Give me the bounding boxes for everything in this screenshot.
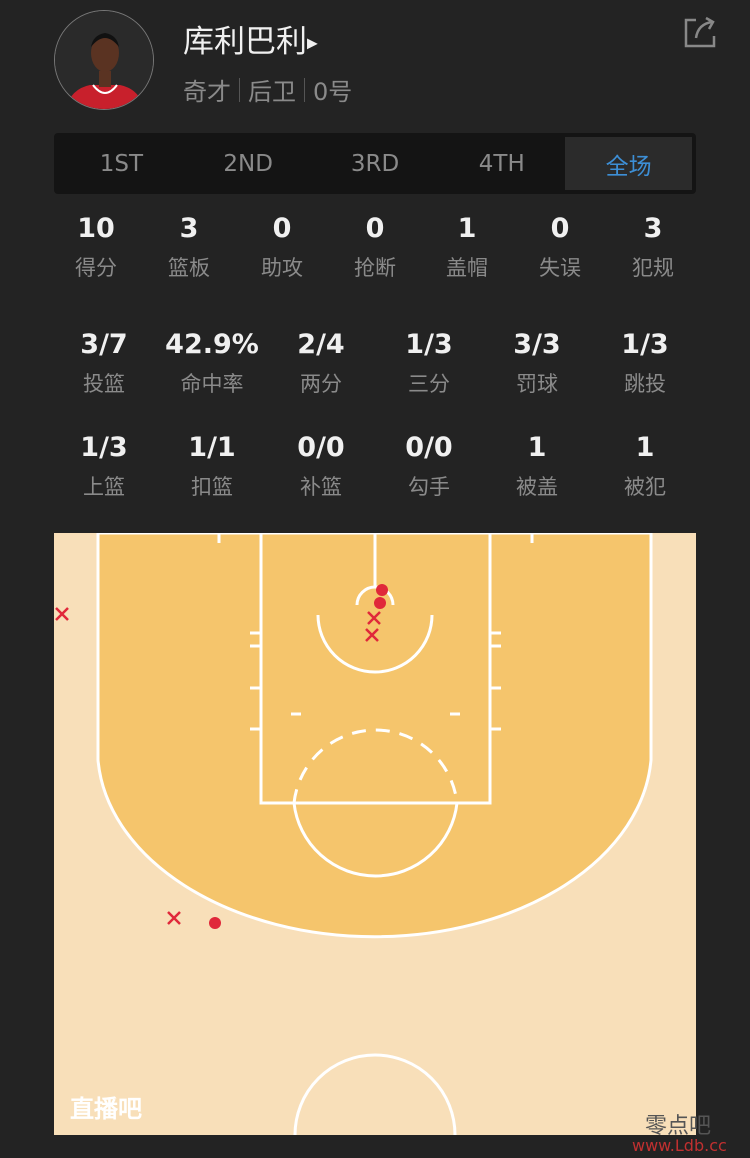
missed-shot-marker [367, 611, 381, 625]
shot-chart: 直播吧 [54, 533, 696, 1135]
stat-label: 被犯 [624, 475, 666, 499]
tab-3rd[interactable]: 3RD [350, 150, 400, 177]
stat-shot_stats-0: 3/7 投篮 [80, 329, 127, 398]
play-arrow-icon: ▶ [307, 35, 318, 52]
stat-label: 被盖 [516, 475, 558, 499]
stat-label: 抢断 [354, 256, 396, 280]
stat-value: 1 [527, 432, 547, 463]
restricted-area [316, 614, 434, 674]
stat-value: 0/0 [297, 432, 345, 463]
stat-label: 上篮 [83, 475, 125, 499]
watermark: 零点吧 [645, 1114, 712, 1139]
stat-value: 1/3 [621, 329, 669, 360]
tab-1st[interactable]: 1ST [99, 150, 144, 177]
stat-shot_stats2-2: 0/0 补篮 [297, 432, 344, 501]
stat-shot_stats2-3: 0/0 勾手 [405, 432, 452, 501]
stat-shot_stats-4: 3/3 罚球 [513, 329, 560, 398]
period-tabs: 1ST 2ND 3RD 4TH 全场 [54, 133, 696, 194]
stat-value: 0 [550, 213, 570, 244]
stat-value: 0 [365, 213, 385, 244]
player-name[interactable]: 库利巴利▶ [183, 24, 318, 60]
divider [304, 77, 305, 102]
stat-value: 1 [635, 432, 655, 463]
stat-value: 42.9% [165, 329, 259, 360]
stat-label: 犯规 [632, 256, 674, 280]
stat-value: 1/1 [188, 432, 236, 463]
stat-shot_stats2-1: 1/1 扣篮 [188, 432, 235, 501]
stat-shot_stats-1: 42.9% 命中率 [165, 329, 259, 398]
share-icon[interactable] [682, 14, 718, 50]
stat-label: 篮板 [168, 256, 210, 280]
stat-label: 两分 [300, 372, 342, 396]
made-shot-marker [376, 584, 388, 596]
stat-main_stats-0: 10 得分 [75, 213, 117, 282]
stat-value: 10 [77, 213, 115, 244]
stat-label: 补篮 [300, 475, 342, 499]
stat-label: 勾手 [408, 475, 450, 499]
divider [239, 77, 240, 102]
stat-main_stats-3: 0 抢断 [354, 213, 396, 282]
stat-value: 3 [179, 213, 199, 244]
stat-value: 3 [643, 213, 663, 244]
stat-value: 2/4 [297, 329, 345, 360]
stat-shot_stats-3: 1/3 三分 [405, 329, 452, 398]
stat-shot_stats-5: 1/3 跳投 [621, 329, 668, 398]
free-throw-circle [292, 802, 459, 878]
court-logo: 直播吧 [70, 1095, 142, 1123]
three-point-line [96, 533, 653, 939]
stat-main_stats-1: 3 篮板 [168, 213, 210, 282]
stat-label: 命中率 [180, 372, 244, 396]
stat-label: 得分 [75, 256, 117, 280]
made-shot-marker [209, 917, 221, 929]
stat-value: 0/0 [405, 432, 453, 463]
stat-shot_stats-2: 2/4 两分 [297, 329, 344, 398]
stat-value: 0 [272, 213, 292, 244]
stat-main_stats-5: 0 失误 [539, 213, 581, 282]
stat-label: 罚球 [516, 372, 558, 396]
missed-shot-marker [167, 911, 181, 925]
stat-main_stats-6: 3 犯规 [632, 213, 674, 282]
stat-shot_stats2-4: 1 被盖 [516, 432, 558, 501]
stat-label: 盖帽 [446, 256, 488, 280]
tab-4th[interactable]: 4TH [478, 150, 525, 177]
stat-value: 1/3 [405, 329, 453, 360]
watermark-url: www.Ldb.cc [632, 1136, 727, 1155]
tab-2nd[interactable]: 2ND [223, 150, 273, 177]
stat-value: 1 [457, 213, 477, 244]
paint [259, 533, 492, 805]
rim [355, 585, 395, 606]
stat-shot_stats2-5: 1 被犯 [624, 432, 666, 501]
stat-value: 1/3 [80, 432, 128, 463]
stat-main_stats-2: 0 助攻 [261, 213, 303, 282]
missed-shot-marker [365, 628, 379, 642]
stat-label: 跳投 [624, 372, 666, 396]
stat-label: 三分 [408, 372, 450, 396]
stat-label: 投篮 [83, 372, 125, 396]
stat-value: 3/3 [513, 329, 561, 360]
stat-label: 助攻 [261, 256, 303, 280]
stat-shot_stats2-0: 1/3 上篮 [80, 432, 127, 501]
stat-label: 扣篮 [191, 475, 233, 499]
center-circle [293, 1053, 457, 1135]
stat-value: 3/7 [80, 329, 128, 360]
player-avatar[interactable] [54, 10, 154, 110]
missed-shot-marker [55, 607, 69, 621]
stat-main_stats-4: 1 盖帽 [446, 213, 488, 282]
tab-full-game[interactable]: 全场 [565, 137, 692, 190]
stat-label: 失误 [539, 256, 581, 280]
player-info: 奇才 后卫 0号 [183, 77, 353, 106]
made-shot-marker [374, 597, 386, 609]
